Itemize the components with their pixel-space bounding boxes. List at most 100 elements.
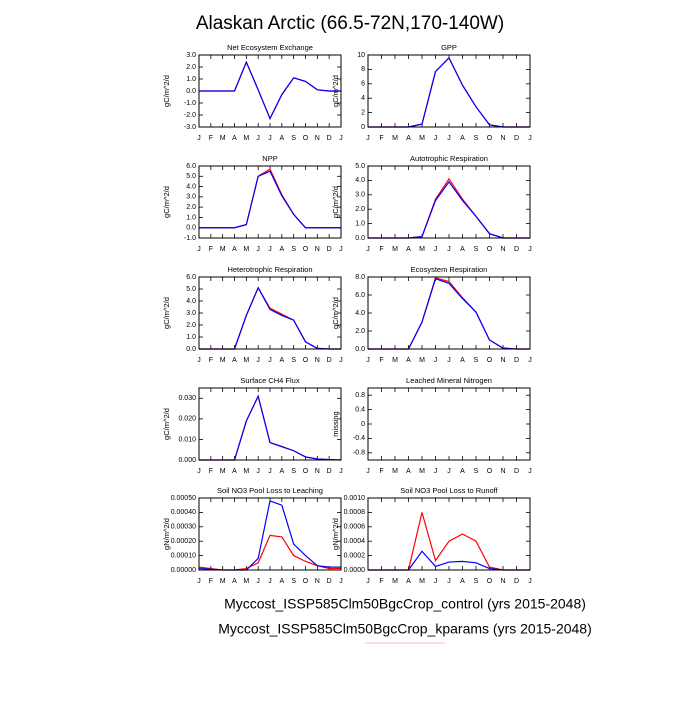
- y-tick-label: 0.8: [355, 392, 365, 399]
- x-tick-label: O: [303, 578, 309, 585]
- y-tick-label: 4.0: [186, 183, 196, 190]
- y-tick-label: 0.00050: [171, 495, 196, 502]
- plot-frame: [198, 276, 342, 350]
- x-tick-label: N: [500, 468, 505, 475]
- y-tick-label: 8: [361, 66, 365, 73]
- y-tick-label: 0.0: [186, 346, 196, 353]
- chart-title: Soil NO3 Pool Loss to Runoff: [400, 486, 498, 495]
- x-tick-label: J: [256, 246, 260, 253]
- y-axis-label: gC/m^2/d: [331, 186, 340, 218]
- x-tick-label: A: [460, 357, 465, 364]
- x-tick-label: A: [232, 135, 237, 142]
- plot-frame: [198, 497, 342, 571]
- y-tick-label: -1.0: [184, 100, 196, 107]
- x-tick-label: A: [460, 246, 465, 253]
- y-tick-label: 0.00040: [171, 509, 196, 516]
- y-tick-label: 8.0: [355, 274, 365, 281]
- series-line: [368, 512, 530, 571]
- x-tick-label: A: [232, 468, 237, 475]
- x-tick-label: J: [447, 135, 451, 142]
- series-line: [199, 286, 341, 350]
- y-tick-label: 5.0: [186, 286, 196, 293]
- x-tick-label: M: [392, 578, 398, 585]
- x-tick-label: O: [303, 246, 309, 253]
- x-tick-label: S: [291, 357, 296, 364]
- x-tick-label: J: [268, 468, 272, 475]
- x-tick-label: J: [256, 468, 260, 475]
- x-tick-label: N: [315, 135, 320, 142]
- x-tick-label: S: [474, 135, 479, 142]
- x-tick-label: N: [315, 468, 320, 475]
- x-tick-label: F: [379, 246, 383, 253]
- x-tick-label: M: [220, 578, 226, 585]
- x-tick-label: J: [366, 578, 370, 585]
- x-tick-label: S: [474, 578, 479, 585]
- plot-frame: [198, 387, 342, 461]
- x-tick-label: J: [366, 246, 370, 253]
- plot-frame: [367, 54, 531, 128]
- y-axis-label: gC/m^2/d: [331, 297, 340, 329]
- series-line: [199, 168, 341, 229]
- x-tick-label: J: [339, 357, 343, 364]
- x-tick-label: J: [528, 468, 532, 475]
- x-tick-label: N: [315, 357, 320, 364]
- x-tick-label: S: [291, 246, 296, 253]
- x-tick-label: F: [209, 357, 213, 364]
- x-tick-label: S: [474, 246, 479, 253]
- x-tick-label: F: [209, 578, 213, 585]
- y-axis-label: gN/m^2/d: [331, 518, 340, 550]
- y-tick-label: 2.0: [186, 64, 196, 71]
- chart-title: Surface CH4 Flux: [240, 376, 299, 385]
- chart-title: Leached Mineral Nitrogen: [406, 376, 492, 385]
- legend-entry: Myccost_ISSP585Clm50BgcCrop_control (yrs…: [224, 596, 586, 612]
- x-tick-label: F: [209, 135, 213, 142]
- x-tick-label: D: [327, 357, 332, 364]
- x-tick-label: S: [474, 357, 479, 364]
- x-tick-label: J: [366, 468, 370, 475]
- plot-frame: [367, 165, 531, 239]
- y-tick-label: 0.0010: [344, 495, 366, 502]
- x-tick-label: M: [243, 357, 249, 364]
- x-tick-label: O: [303, 468, 309, 475]
- x-tick-label: S: [291, 578, 296, 585]
- x-tick-label: J: [434, 357, 438, 364]
- x-tick-label: J: [197, 578, 201, 585]
- x-tick-label: D: [514, 357, 519, 364]
- x-tick-label: M: [419, 578, 425, 585]
- y-tick-label: 0.010: [178, 436, 196, 443]
- x-tick-label: O: [303, 357, 309, 364]
- y-tick-label: 0.00010: [171, 552, 196, 559]
- y-tick-label: 0.020: [178, 416, 196, 423]
- y-tick-label: 0.0008: [344, 509, 366, 516]
- y-tick-label: 2.0: [186, 204, 196, 211]
- series-line: [199, 286, 341, 350]
- x-tick-label: D: [514, 578, 519, 585]
- y-tick-label: 0.000: [178, 457, 196, 464]
- y-tick-label: 3.0: [355, 192, 365, 199]
- x-tick-label: J: [434, 246, 438, 253]
- series-line: [368, 180, 530, 239]
- x-tick-label: M: [392, 468, 398, 475]
- y-tick-label: 0.0: [355, 235, 365, 242]
- y-tick-label: 2: [361, 109, 365, 116]
- y-tick-label: 0.0: [355, 346, 365, 353]
- x-tick-label: N: [315, 578, 320, 585]
- y-tick-label: -2.0: [184, 112, 196, 119]
- x-tick-label: O: [487, 578, 493, 585]
- x-tick-label: M: [392, 135, 398, 142]
- x-tick-label: M: [419, 468, 425, 475]
- x-tick-label: A: [460, 135, 465, 142]
- y-tick-label: 0.0006: [344, 524, 366, 531]
- page-title: Alaskan Arctic (66.5-72N,170-140W): [196, 13, 504, 34]
- x-tick-label: M: [220, 468, 226, 475]
- y-tick-label: 4.0: [186, 298, 196, 305]
- y-tick-label: 10: [357, 52, 365, 59]
- y-tick-label: -0.4: [353, 435, 365, 442]
- y-axis-label: missing: [331, 411, 340, 436]
- x-tick-label: J: [434, 135, 438, 142]
- y-tick-label: 0: [361, 421, 365, 428]
- chart-title: Soil NO3 Pool Loss to Leaching: [217, 486, 323, 495]
- x-tick-label: J: [256, 578, 260, 585]
- x-tick-label: M: [392, 246, 398, 253]
- x-tick-label: J: [366, 357, 370, 364]
